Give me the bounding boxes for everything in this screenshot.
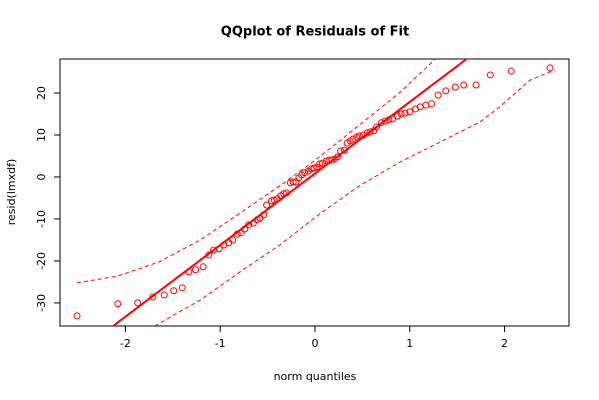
- y-tick-label: -10: [35, 210, 48, 228]
- point: [205, 251, 213, 259]
- plot-area: [76, 59, 555, 326]
- point: [245, 221, 253, 229]
- point: [280, 190, 288, 198]
- y-tick-label: -30: [35, 294, 48, 312]
- plot-frame: [59, 58, 570, 327]
- point: [472, 81, 480, 89]
- point: [260, 211, 268, 219]
- x-tick-label: -2: [120, 337, 131, 350]
- point: [356, 132, 364, 140]
- chart-title: QQplot of Residuals of Fit: [221, 25, 409, 40]
- x-tick-label: 0: [311, 337, 318, 350]
- point: [359, 131, 367, 139]
- x-tick-label: 1: [406, 337, 413, 350]
- envelope-line: [76, 59, 436, 284]
- point: [160, 291, 168, 299]
- y-tick-label: 0: [35, 173, 48, 180]
- y-tick-label: -20: [35, 252, 48, 270]
- point: [178, 284, 186, 292]
- point: [349, 135, 357, 143]
- point: [192, 266, 200, 274]
- point: [393, 112, 401, 120]
- point: [229, 236, 237, 244]
- point: [397, 110, 405, 118]
- point: [316, 160, 324, 168]
- point: [283, 189, 291, 197]
- point: [233, 230, 241, 238]
- point: [366, 128, 374, 136]
- point: [486, 71, 494, 79]
- point: [301, 169, 309, 177]
- point: [406, 108, 414, 116]
- point: [363, 129, 371, 137]
- point: [401, 109, 409, 117]
- point: [289, 178, 297, 186]
- y-tick-label: 10: [35, 128, 48, 142]
- point: [337, 147, 345, 155]
- point: [434, 91, 442, 99]
- point: [134, 299, 142, 307]
- y-axis-label: resid(lmxdf): [5, 159, 18, 226]
- point: [460, 81, 468, 89]
- point: [340, 146, 348, 154]
- point: [185, 268, 193, 276]
- x-axis-label: norm quantiles: [274, 370, 357, 383]
- x-tick-label: 2: [501, 337, 508, 350]
- point: [507, 67, 515, 75]
- point: [73, 312, 81, 320]
- point: [451, 83, 459, 91]
- y-tick-label: 20: [35, 86, 48, 100]
- reference-line: [111, 59, 469, 326]
- point: [199, 263, 207, 271]
- point: [428, 100, 436, 108]
- point: [422, 101, 430, 109]
- point: [334, 153, 342, 161]
- point: [241, 225, 249, 233]
- point: [263, 201, 271, 209]
- point: [377, 119, 385, 127]
- point: [546, 64, 554, 72]
- point: [170, 287, 178, 295]
- point: [381, 117, 389, 125]
- point: [114, 300, 122, 308]
- point: [373, 123, 381, 131]
- x-tick-label: -1: [215, 337, 226, 350]
- point: [215, 245, 223, 253]
- point: [442, 87, 450, 95]
- point: [237, 229, 245, 237]
- point: [149, 293, 157, 301]
- point: [319, 159, 327, 167]
- point: [385, 116, 393, 124]
- envelope-line: [154, 69, 555, 326]
